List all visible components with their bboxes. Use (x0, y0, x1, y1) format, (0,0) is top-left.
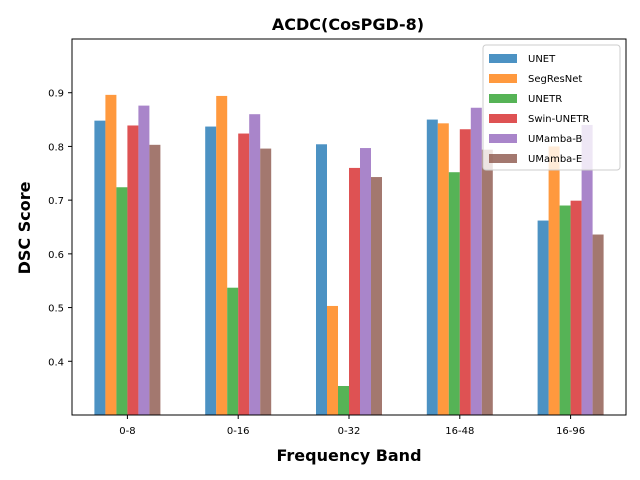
legend-swatch-umamba-b (489, 134, 517, 143)
bar-unetr-0-32 (338, 385, 349, 415)
legend-label-unet: UNET (528, 54, 556, 65)
bar-swin-unetr-0-8 (127, 125, 139, 415)
legend-label-umamba-b: UMamba-B (528, 134, 583, 145)
bars-group (94, 94, 604, 416)
legend-label-unetr: UNETR (528, 94, 562, 105)
bar-segresnet-0-32 (327, 305, 338, 415)
y-axis: 0.4 0.5 0.6 0.7 0.8 0.9 (48, 89, 72, 368)
bar-umamba-b-0-16 (249, 114, 261, 415)
bar-segresnet-16-96 (548, 146, 560, 415)
bar-swin-unetr-16-48 (459, 129, 471, 416)
bar-unet-0-16 (205, 126, 217, 415)
x-tick-label: 0-32 (338, 426, 361, 437)
y-tick-label: 0.6 (48, 250, 64, 261)
bar-unetr-16-96 (559, 205, 571, 415)
bar-unetr-16-48 (448, 172, 460, 415)
bar-unetr-0-16 (227, 287, 239, 415)
bar-umamba-e-16-96 (592, 234, 604, 415)
bar-umamba-e-0-8 (149, 144, 161, 415)
bar-unetr-0-8 (116, 187, 128, 415)
legend-swatch-segresnet (489, 74, 517, 83)
bar-unet-0-32 (316, 144, 327, 415)
legend-label-umamba-e: UMamba-E (528, 154, 582, 165)
x-axis-label: Frequency Band (276, 446, 421, 465)
bar-umamba-b-16-48 (470, 107, 482, 416)
bar-umamba-e-0-32 (371, 177, 382, 415)
x-tick-label: 16-48 (445, 426, 474, 437)
bar-umamba-e-0-16 (260, 148, 272, 415)
bar-segresnet-16-48 (437, 123, 449, 416)
bar-unet-16-48 (426, 119, 438, 416)
y-tick-label: 0.4 (48, 357, 64, 368)
bar-umamba-b-0-8 (138, 105, 150, 415)
legend-swatch-umamba-e (489, 154, 517, 163)
bar-umamba-b-0-32 (360, 148, 371, 416)
x-tick-label: 0-8 (119, 426, 135, 437)
legend-label-segresnet: SegResNet (528, 74, 582, 85)
y-tick-label: 0.9 (48, 89, 64, 100)
bar-segresnet-0-16 (216, 95, 228, 416)
bar-swin-unetr-0-16 (238, 133, 250, 415)
bar-umamba-e-16-48 (481, 149, 493, 415)
x-tick-label: 0-16 (227, 426, 250, 437)
bar-segresnet-0-8 (105, 94, 117, 415)
bar-unet-16-96 (537, 220, 549, 415)
bar-umamba-b-16-96 (581, 124, 593, 415)
bar-swin-unetr-16-96 (570, 200, 582, 415)
legend-swatch-unetr (489, 94, 517, 103)
x-axis: 0-8 0-16 0-32 16-48 16-96 (119, 415, 585, 437)
y-tick-label: 0.5 (48, 304, 64, 315)
bar-unet-0-8 (94, 120, 106, 415)
legend-swatch-unet (489, 54, 517, 63)
chart-title: ACDC(CosPGD-8) (272, 15, 424, 34)
legend-box (482, 44, 621, 171)
legend: UNET SegResNet UNETR Swin-UNETR UMamba-B UMam… (482, 44, 621, 171)
bar-swin-unetr-0-32 (349, 167, 360, 415)
legend-swatch-swin-unetr (489, 114, 517, 123)
y-axis-label: DSC Score (15, 181, 34, 274)
x-tick-label: 16-96 (556, 426, 585, 437)
y-tick-label: 0.7 (48, 196, 64, 207)
y-tick-label: 0.8 (48, 142, 64, 153)
legend-label-swin-unetr: Swin-UNETR (528, 114, 589, 125)
